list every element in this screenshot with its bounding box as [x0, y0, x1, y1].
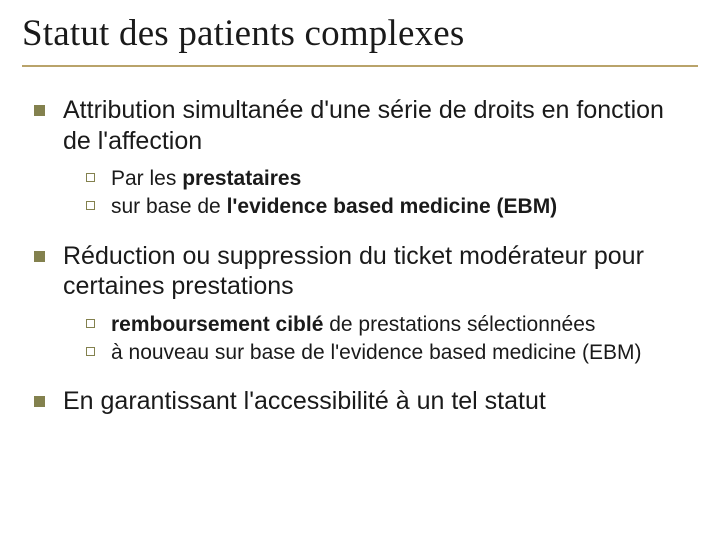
sublist-item-text: Par les prestataires	[111, 166, 301, 192]
list-item-text: En garantissant l'accessibilité à un tel…	[63, 386, 546, 417]
text-bold: remboursement ciblé	[111, 313, 323, 336]
sublist: Par les prestataires sur base de l'evide…	[26, 166, 692, 221]
hollow-square-bullet-icon	[86, 173, 95, 182]
list-item-text: Réduction ou suppression du ticket modér…	[63, 241, 692, 302]
sublist: remboursement ciblé de prestations sélec…	[26, 312, 692, 367]
text-bold: l'evidence based medicine (EBM)	[227, 195, 558, 218]
square-bullet-icon	[34, 105, 45, 116]
sublist-item: Par les prestataires	[86, 166, 692, 192]
sublist-item: remboursement ciblé de prestations sélec…	[86, 312, 692, 338]
text-bold: prestataires	[182, 167, 301, 190]
square-bullet-icon	[34, 396, 45, 407]
title-container: Statut des patients complexes	[22, 12, 698, 67]
sublist-item-text: sur base de l'evidence based medicine (E…	[111, 194, 557, 220]
text-pre: sur base de	[111, 195, 227, 218]
list-item: Réduction ou suppression du ticket modér…	[26, 241, 692, 302]
sublist-item: sur base de l'evidence based medicine (E…	[86, 194, 692, 220]
list-item: En garantissant l'accessibilité à un tel…	[26, 386, 692, 417]
hollow-square-bullet-icon	[86, 347, 95, 356]
sublist-item-text: à nouveau sur base de l'evidence based m…	[111, 340, 642, 366]
sublist-item-text: remboursement ciblé de prestations sélec…	[111, 312, 595, 338]
text-pre: à nouveau sur base de l'evidence based m…	[111, 341, 642, 364]
slide-body: Attribution simultanée d'une série de dr…	[22, 95, 698, 417]
sublist-item: à nouveau sur base de l'evidence based m…	[86, 340, 692, 366]
slide: Statut des patients complexes Attributio…	[0, 0, 720, 540]
text-post: de prestations sélectionnées	[323, 313, 595, 336]
slide-title: Statut des patients complexes	[22, 12, 698, 55]
square-bullet-icon	[34, 251, 45, 262]
hollow-square-bullet-icon	[86, 201, 95, 210]
text-pre: Par les	[111, 167, 182, 190]
list-item-text: Attribution simultanée d'une série de dr…	[63, 95, 692, 156]
list-item: Attribution simultanée d'une série de dr…	[26, 95, 692, 156]
hollow-square-bullet-icon	[86, 319, 95, 328]
